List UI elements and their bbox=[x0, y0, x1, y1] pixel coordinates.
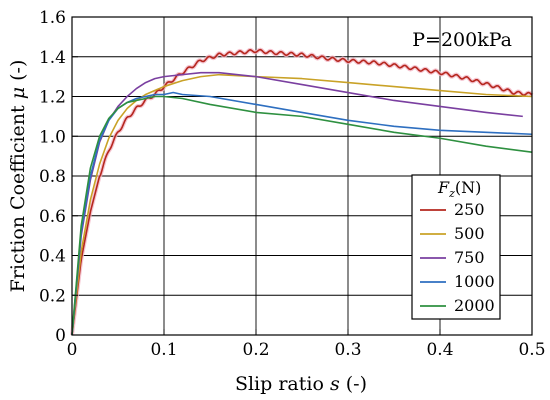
legend-label-1000: 1000 bbox=[454, 272, 495, 291]
y-tick-label: 0.6 bbox=[39, 207, 66, 227]
y-tick-label: 0 bbox=[55, 326, 66, 346]
legend-title: Fz(N) bbox=[437, 178, 481, 200]
y-tick-label: 1.0 bbox=[39, 127, 66, 147]
y-tick-label: 0.8 bbox=[39, 167, 66, 187]
legend-box bbox=[411, 174, 501, 320]
y-tick-label: 1.6 bbox=[39, 8, 66, 28]
x-tick-label: 0 bbox=[67, 340, 78, 360]
pressure-annotation: P=200kPa bbox=[412, 29, 512, 51]
x-tick-label: 0.2 bbox=[242, 340, 269, 360]
tick-marks bbox=[71, 16, 533, 336]
legend-label-2000: 2000 bbox=[454, 296, 495, 315]
legend-entries: 250 500 750 1000 2000 bbox=[420, 200, 495, 315]
series-line-2000 bbox=[71, 95, 533, 336]
legend-label-500: 500 bbox=[454, 224, 485, 243]
legend: Fz(N) 250 500 750 1000 2000 bbox=[411, 174, 501, 320]
y-axis-label: Friction Coefficient μ (-) bbox=[7, 60, 29, 293]
y-tick-labels: 0 0.2 0.4 0.6 0.8 1.0 1.2 1.4 1.6 bbox=[39, 8, 66, 346]
x-tick-label: 0.4 bbox=[426, 340, 453, 360]
grid bbox=[72, 17, 532, 335]
y-tick-label: 1.2 bbox=[39, 88, 66, 108]
y-tick-label: 0.2 bbox=[39, 286, 66, 306]
series-lines bbox=[70, 47, 534, 336]
series-line-500 bbox=[71, 73, 533, 336]
x-tick-label: 0.3 bbox=[334, 340, 361, 360]
y-tick-label: 1.4 bbox=[39, 48, 66, 68]
series-line-1000 bbox=[71, 91, 533, 336]
legend-label-250: 250 bbox=[454, 200, 485, 219]
x-tick-labels: 0 0.1 0.2 0.3 0.4 0.5 bbox=[67, 340, 546, 360]
legend-label-750: 750 bbox=[454, 248, 485, 267]
x-tick-label: 0.5 bbox=[518, 340, 545, 360]
y-tick-label: 0.4 bbox=[39, 247, 66, 267]
x-axis-label: Slip ratio s (-) bbox=[235, 373, 367, 395]
x-tick-label: 0.1 bbox=[150, 340, 177, 360]
